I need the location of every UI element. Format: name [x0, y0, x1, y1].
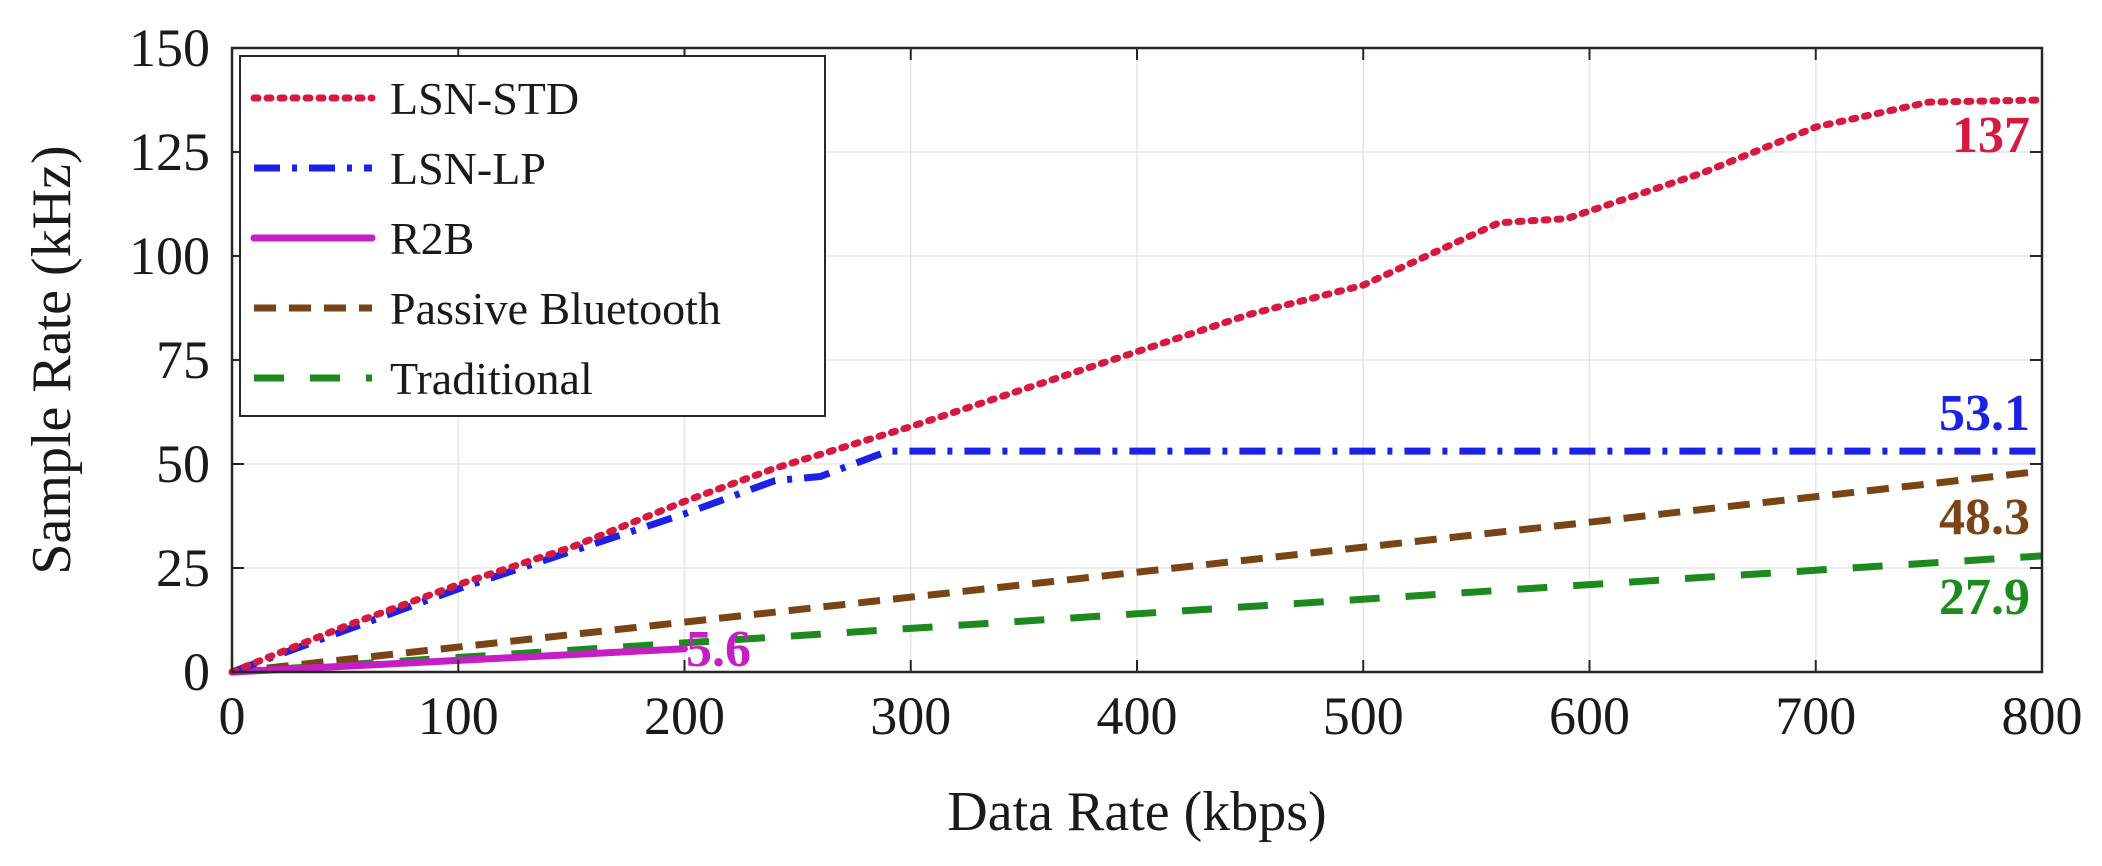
x-tick-label: 300 [870, 686, 951, 746]
y-tick-label: 75 [156, 330, 210, 390]
legend-label-lsn-lp: LSN-LP [390, 143, 546, 194]
y-tick-label: 0 [183, 642, 210, 702]
series-line-lsn-lp [230, 447, 2042, 676]
end-label-lsn-lp: 53.1 [1939, 385, 2030, 442]
legend-label-r2b: R2B [390, 213, 474, 264]
x-tick-label: 0 [219, 686, 246, 746]
series-line-traditional [231, 552, 2043, 676]
legend-label-passive-bluetooth: Passive Bluetooth [390, 283, 721, 334]
end-labels: 137 53.1 5.6 48.3 27.9 [686, 107, 2030, 678]
end-label-r2b: 5.6 [686, 621, 751, 678]
legend-label-traditional: Traditional [390, 353, 593, 404]
x-tick-labels: 0 100 200 300 400 500 600 700 800 [219, 686, 2083, 746]
series-layer [228, 96, 2046, 676]
x-tick-label: 500 [1323, 686, 1404, 746]
y-tick-label: 50 [156, 434, 210, 494]
series-line-passive-bluetooth [231, 467, 2043, 676]
legend-label-lsn-std: LSN-STD [390, 73, 579, 124]
x-tick-label: 600 [1549, 686, 1630, 746]
series-line-lsn-std [228, 96, 2046, 676]
x-tick-label: 100 [418, 686, 499, 746]
end-label-lsn-std: 137 [1952, 107, 2030, 164]
x-tick-label: 800 [2002, 686, 2083, 746]
y-tick-label: 125 [129, 122, 210, 182]
end-label-traditional: 27.9 [1939, 569, 2030, 626]
x-tick-label: 700 [1775, 686, 1856, 746]
y-tick-label: 150 [129, 18, 210, 78]
y-tick-label: 25 [156, 538, 210, 598]
legend: LSN-STD LSN-LP R2B Passive Bluetooth Traditi… [239, 55, 826, 417]
x-tick-label: 200 [644, 686, 725, 746]
end-label-passive-bluetooth: 48.3 [1939, 489, 2030, 546]
y-tick-label: 100 [129, 226, 210, 286]
y-axis-title: Sample Rate (kHz) [21, 145, 83, 574]
x-axis-title: Data Rate (kbps) [947, 781, 1326, 843]
x-tick-label: 400 [1097, 686, 1178, 746]
y-tick-labels: 0 25 50 75 100 125 150 [129, 18, 210, 702]
